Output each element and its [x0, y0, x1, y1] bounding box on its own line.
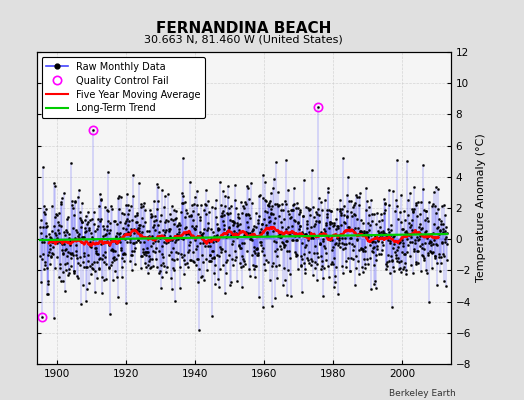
Title: FERNANDINA BEACH: FERNANDINA BEACH — [156, 20, 331, 36]
Text: 30.663 N, 81.460 W (United States): 30.663 N, 81.460 W (United States) — [144, 34, 343, 44]
Legend: Raw Monthly Data, Quality Control Fail, Five Year Moving Average, Long-Term Tren: Raw Monthly Data, Quality Control Fail, … — [41, 57, 205, 118]
Text: Berkeley Earth: Berkeley Earth — [389, 389, 456, 398]
Y-axis label: Temperature Anomaly (°C): Temperature Anomaly (°C) — [476, 134, 486, 282]
